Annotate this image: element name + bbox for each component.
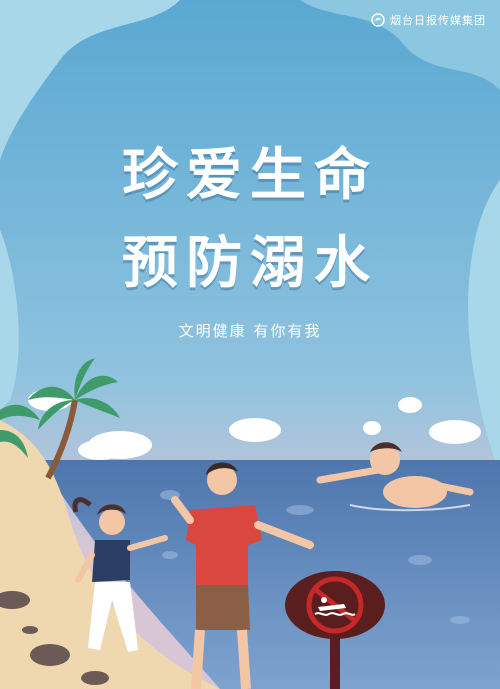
headline-line2: 预防溺水 <box>122 231 378 296</box>
frame-top-left <box>0 0 180 160</box>
frame-left <box>0 230 19 410</box>
boy-figure <box>171 462 314 689</box>
brand: 烟台日报传媒集团 <box>371 12 486 28</box>
frame-right <box>468 180 500 480</box>
no-swimming-sign <box>285 571 385 689</box>
swirl-logo-icon <box>371 13 385 27</box>
sea <box>40 460 500 689</box>
beach <box>0 420 220 689</box>
brand-name: 烟台日报传媒集团 <box>390 14 486 27</box>
frame-top-right <box>300 0 500 90</box>
drowning-swimmer <box>316 442 474 512</box>
slogan: 文明健康 有你有我 <box>178 322 322 340</box>
headline-line1: 珍爱生命 <box>122 143 378 208</box>
no-swimming-icon <box>314 597 356 616</box>
girl-figure <box>72 497 168 652</box>
palm-tree <box>0 358 120 480</box>
rocks <box>0 591 109 685</box>
